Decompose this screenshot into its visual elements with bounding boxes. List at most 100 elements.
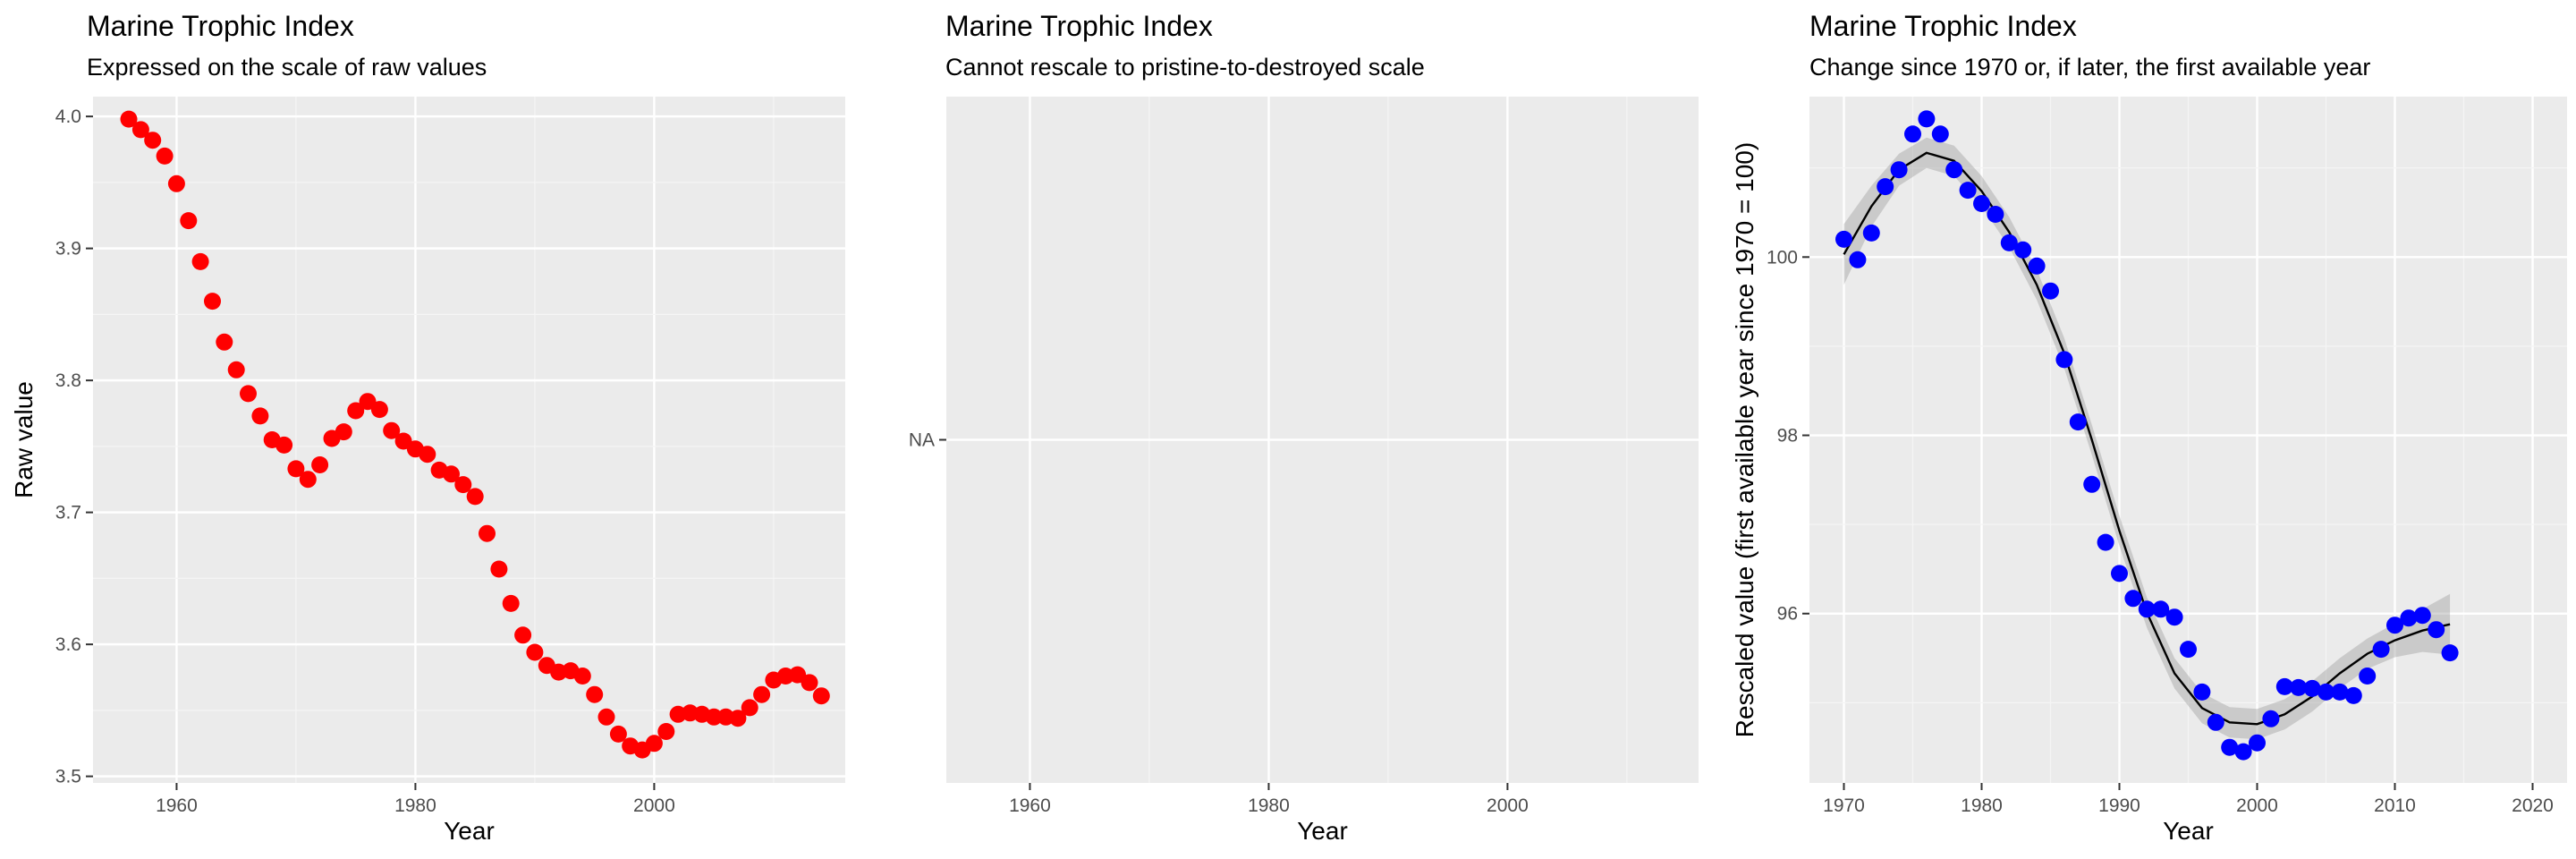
data-point-raw-1965	[227, 361, 245, 378]
data-point-rescaled-2004	[2303, 679, 2321, 697]
chart-title-pristine: Marine Trophic Index	[945, 10, 1213, 42]
confidence-band-area	[1843, 137, 2451, 740]
data-point-rescaled-2003	[2290, 678, 2308, 696]
y-axis-raw: 3.5 3.6 3.7 3.8 3.9 4.0	[55, 106, 93, 787]
y-axis-label-raw: Raw value	[10, 381, 38, 498]
y-tick-label-raw-5: 4.0	[55, 106, 81, 127]
data-point-raw-1975	[347, 402, 365, 420]
data-point-raw-2013	[801, 674, 818, 692]
data-point-raw-1971	[299, 471, 317, 489]
data-point-rescaled-1986	[2055, 351, 2073, 369]
data-point-raw-1969	[275, 436, 293, 454]
data-point-rescaled-2007	[2344, 686, 2362, 704]
x-tick-label-raw-2: 2000	[633, 795, 675, 816]
data-point-raw-1977	[370, 401, 388, 419]
plot-area-raw	[93, 97, 845, 783]
y-tick-label-raw-3: 3.8	[55, 370, 81, 391]
data-point-rescaled-1991	[2124, 590, 2142, 608]
y-tick-label-raw-4: 3.9	[55, 239, 81, 259]
data-point-rescaled-1989	[2097, 533, 2114, 551]
x-tick-label-raw-1: 1980	[394, 795, 436, 816]
data-point-rescaled-1976	[1918, 110, 1936, 128]
data-point-raw-1957	[131, 121, 149, 139]
data-point-raw-2000	[645, 735, 663, 753]
data-point-rescaled-2011	[2400, 609, 2418, 627]
data-point-rescaled-1978	[1945, 161, 1963, 179]
y-tick-label-rescaled-2: 100	[1767, 247, 1798, 268]
data-point-rescaled-2013	[2428, 621, 2445, 639]
data-point-raw-2001	[657, 723, 675, 740]
data-point-rescaled-1987	[2069, 413, 2087, 431]
data-point-raw-1994	[573, 668, 591, 685]
chart-subtitle-rescaled: Change since 1970 or, if later, the firs…	[1809, 54, 2370, 81]
gridlines-pristine	[946, 97, 1699, 783]
chart-title-rescaled: Marine Trophic Index	[1809, 10, 2077, 42]
data-point-rescaled-1988	[2083, 475, 2101, 493]
data-point-rescaled-1971	[1849, 251, 1867, 268]
data-point-raw-1972	[311, 456, 329, 473]
chart-panel-rescaled: Marine Trophic Index Change since 1970 o…	[1731, 10, 2567, 845]
data-point-rescaled-1998	[2221, 738, 2239, 756]
data-point-raw-1970	[287, 460, 305, 478]
data-point-rescaled-1997	[2207, 713, 2224, 731]
data-point-raw-1956	[120, 110, 138, 128]
data-point-rescaled-1982	[2000, 234, 2018, 251]
data-point-raw-1988	[502, 594, 520, 612]
data-point-rescaled-2008	[2359, 668, 2377, 685]
data-point-rescaled-1984	[2028, 257, 2046, 275]
x-tick-label-rescaled-0: 1970	[1823, 795, 1865, 816]
y-axis-rescaled: 96 98 100	[1767, 247, 1809, 625]
data-point-rescaled-1981	[1987, 206, 2004, 223]
data-point-raw-1962	[191, 252, 209, 270]
confidence-band-rescaled	[1843, 137, 2451, 740]
data-point-rescaled-2005	[2318, 683, 2334, 701]
data-point-raw-1995	[586, 685, 604, 703]
data-point-raw-1989	[514, 626, 532, 644]
data-point-rescaled-1977	[1931, 125, 1949, 143]
x-tick-label-rescaled-2: 1990	[2098, 795, 2140, 816]
data-point-raw-1984	[454, 476, 472, 494]
data-point-rescaled-1975	[1904, 125, 1921, 143]
x-tick-label-rescaled-4: 2010	[2374, 795, 2416, 816]
x-tick-label-pristine-0: 1960	[1009, 795, 1051, 816]
chart-panel-raw: Marine Trophic Index Expressed on the sc…	[10, 10, 845, 845]
y-axis-pristine: NA	[909, 430, 946, 451]
x-tick-label-rescaled-3: 2000	[2236, 795, 2278, 816]
data-point-rescaled-1972	[1862, 224, 1880, 242]
chart-title-raw: Marine Trophic Index	[87, 10, 354, 42]
data-points-rescaled	[1835, 110, 2459, 761]
y-tick-label-raw-0: 3.5	[55, 767, 81, 787]
x-tick-label-rescaled-5: 2020	[2512, 795, 2554, 816]
data-point-rescaled-1999	[2234, 743, 2252, 761]
x-axis-label-rescaled: Year	[2163, 817, 2214, 845]
y-tick-label-raw-1: 3.6	[55, 634, 81, 655]
data-point-raw-2014	[812, 687, 830, 705]
x-axis-pristine: 1960 1980 2000	[1009, 783, 1529, 816]
data-point-raw-2012	[789, 666, 807, 684]
data-point-raw-1985	[466, 488, 484, 506]
chart-subtitle-pristine: Cannot rescale to pristine-to-destroyed …	[945, 54, 1425, 81]
data-point-raw-1964	[216, 333, 233, 351]
data-point-rescaled-2002	[2275, 677, 2293, 695]
data-point-rescaled-1993	[2152, 600, 2170, 618]
y-tick-label-pristine-0: NA	[909, 430, 935, 451]
data-point-raw-1966	[240, 385, 257, 403]
x-axis-label-raw: Year	[444, 817, 495, 845]
data-point-raw-1978	[383, 421, 401, 439]
data-point-rescaled-2014	[2441, 644, 2459, 662]
data-point-rescaled-1973	[1877, 178, 1894, 196]
x-tick-label-pristine-2: 2000	[1487, 795, 1529, 816]
data-point-raw-1981	[419, 446, 436, 464]
data-point-rescaled-1983	[2014, 241, 2032, 259]
data-point-rescaled-1985	[2042, 282, 2059, 300]
x-tick-label-rescaled-1: 1980	[1961, 795, 2003, 816]
data-points-raw	[120, 110, 830, 759]
y-axis-label-rescaled: Rescaled value (first available year sin…	[1731, 142, 1758, 737]
chart-subtitle-raw: Expressed on the scale of raw values	[87, 54, 487, 81]
data-point-raw-1996	[597, 708, 615, 726]
gridlines-raw	[93, 97, 845, 783]
data-point-raw-1983	[443, 465, 460, 483]
data-point-raw-1961	[180, 212, 198, 230]
data-point-rescaled-1974	[1890, 161, 1908, 179]
